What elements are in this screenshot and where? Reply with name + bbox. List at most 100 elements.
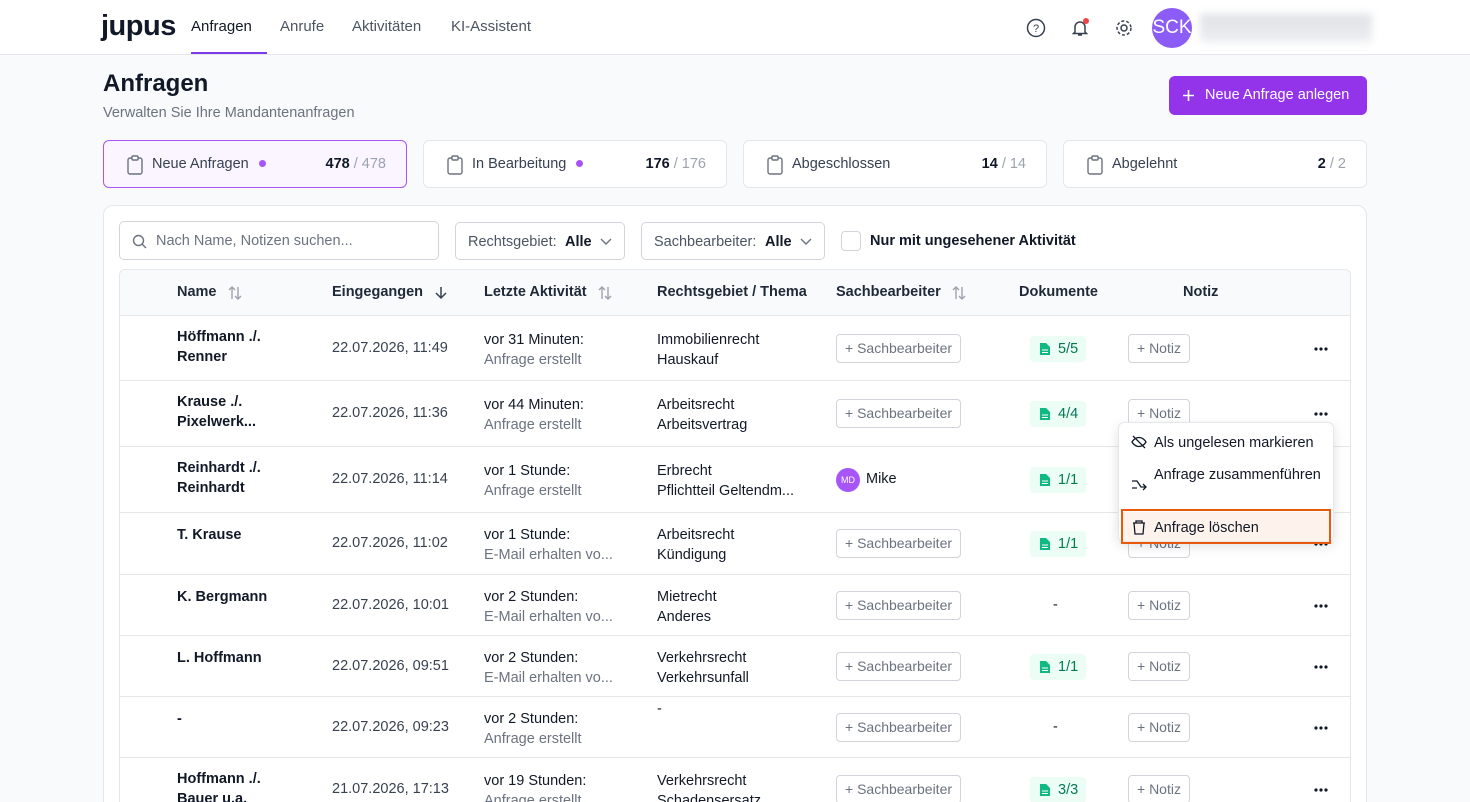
clipboard-icon	[767, 155, 783, 175]
assignee-button[interactable]: + Sachbearbeiter	[836, 651, 962, 681]
column-header[interactable]: Letzte Aktivität	[484, 284, 587, 300]
table-row[interactable]: L. Hoffmann 22.07.2026, 09:51 vor 2 Stunde…	[120, 636, 1350, 697]
documents-badge[interactable]: 5/5	[1030, 335, 1087, 362]
more-icon	[1314, 412, 1328, 416]
total: / 478	[353, 156, 386, 172]
total: / 2	[1329, 156, 1346, 172]
table-row[interactable]: - 22.07.2026, 09:23 vor 2 Stunden: Anfrage …	[120, 697, 1350, 758]
tab-dot	[576, 160, 584, 167]
table-row[interactable]: K. Bergmann 22.07.2026, 10:01 vor 2 Stunde…	[120, 575, 1350, 636]
documents-badge[interactable]: 3/3	[1030, 777, 1087, 802]
total: / 14	[1001, 156, 1026, 172]
checkbox[interactable]	[841, 231, 861, 251]
table-header	[120, 270, 1350, 316]
avatar[interactable]: SCK	[1152, 8, 1192, 48]
received: 22.07.2026, 10:01	[332, 596, 449, 613]
assignee[interactable]: Mike	[866, 471, 897, 487]
nav-link[interactable]: Anrufe	[280, 18, 325, 35]
filter-value: Alle	[765, 234, 792, 250]
column-header[interactable]: Name	[177, 284, 217, 300]
topic: Pflichtteil Geltendm...	[657, 483, 794, 499]
filter-dropdown[interactable]: Sachbearbeiter: Alle	[641, 222, 825, 260]
document-icon	[1040, 408, 1050, 420]
menu-item-highlight	[1123, 512, 1329, 541]
documents-badge[interactable]: 1/1	[1030, 467, 1087, 493]
nav-link[interactable]: KI-Assistent	[451, 18, 532, 35]
assignee-button[interactable]: + Sachbearbeiter	[836, 775, 962, 802]
tab-label: Abgeschlossen	[792, 156, 891, 172]
topic: Kündigung	[657, 547, 727, 563]
documents-badge[interactable]: 1/1	[1030, 531, 1087, 557]
filter-value: Alle	[565, 234, 592, 250]
new-request-button[interactable]: Neue Anfrage anlegen	[1169, 76, 1367, 115]
nav-link[interactable]: Aktivitäten	[352, 18, 422, 35]
table-row[interactable]: Hoffmann ./. Bauer u.a. 21.07.2026, 17:13…	[120, 758, 1350, 802]
received: 21.07.2026, 17:13	[332, 781, 449, 797]
note-button[interactable]: + Notiz	[1128, 651, 1190, 681]
name: Hoffmann ./. Bauer u.a.	[177, 771, 261, 802]
total: / 176	[673, 156, 706, 172]
column-header: Notiz	[1183, 284, 1219, 300]
assignee-button[interactable]: + Sachbearbeiter	[836, 590, 962, 620]
activity: Anfrage erstellt	[484, 793, 582, 802]
activity-time: vor 1 Stunde:	[484, 527, 571, 543]
documents: -	[1053, 718, 1058, 735]
menu-item[interactable]: Als ungelesen markieren	[1154, 435, 1314, 451]
activity: Anfrage erstellt	[484, 483, 582, 499]
sort-icon	[952, 286, 966, 300]
status-tab[interactable]: Abgelehnt 2/ 2	[1063, 140, 1367, 188]
area: Mietrecht	[657, 588, 717, 605]
note-button[interactable]: + Notiz	[1128, 775, 1190, 802]
user-name-blurred	[1200, 14, 1372, 42]
note-button[interactable]: + Notiz	[1128, 590, 1190, 620]
activity: E-Mail erhalten vo...	[484, 608, 613, 625]
assignee-button[interactable]: + Sachbearbeiter	[836, 529, 962, 558]
tab-count: 478/ 478	[326, 156, 386, 172]
nav-link[interactable]: Anfragen	[191, 18, 252, 35]
more-icon	[1314, 788, 1328, 792]
more-icon	[1314, 664, 1328, 669]
assignee-button[interactable]: + Sachbearbeiter	[836, 712, 962, 742]
activity-time: vor 2 Stunden:	[484, 649, 579, 666]
received: 22.07.2026, 09:51	[332, 657, 449, 674]
documents: -	[1053, 596, 1058, 613]
more-icon	[1314, 346, 1328, 351]
tab-count: 176/ 176	[646, 156, 706, 172]
filter-dropdown[interactable]: Rechtsgebiet: Alle	[455, 222, 625, 260]
status-tab[interactable]: Neue Anfragen 478/ 478	[103, 140, 407, 188]
context-menu: Als ungelesen markieren Anfrage zusammenf…	[1118, 422, 1334, 542]
menu-icon	[1131, 435, 1147, 449]
button-label: Neue Anfrage anlegen	[1205, 87, 1350, 103]
page-title: Anfragen	[103, 70, 209, 97]
column-header[interactable]: Sachbearbeiter	[836, 284, 941, 300]
assignee-button[interactable]: + Sachbearbeiter	[836, 399, 962, 428]
document-icon	[1040, 538, 1050, 550]
status-tab[interactable]: Abgeschlossen 14/ 14	[743, 140, 1047, 188]
column-header: Dokumente	[1019, 284, 1098, 300]
plus-icon	[1183, 90, 1194, 101]
note-button[interactable]: + Notiz	[1128, 712, 1190, 742]
received: 22.07.2026, 09:23	[332, 718, 449, 735]
area: Erbrecht	[657, 463, 712, 479]
count: 176	[645, 156, 670, 172]
more-icon	[1314, 725, 1328, 730]
activity-time: vor 2 Stunden:	[484, 588, 579, 605]
logo[interactable]: jupus	[101, 10, 176, 42]
column-header[interactable]: Eingegangen	[332, 284, 424, 300]
menu-icon	[1132, 480, 1147, 491]
note-button[interactable]: + Notiz	[1128, 333, 1190, 363]
menu-item[interactable]: Anfrage löschen	[1154, 520, 1259, 536]
document-icon	[1040, 784, 1050, 796]
table-row[interactable]: Höffmann ./. Renner 22.07.2026, 11:49 vor …	[120, 316, 1350, 381]
sort-icon	[435, 287, 447, 300]
assignee-button[interactable]: + Sachbearbeiter	[836, 333, 962, 363]
status-tab[interactable]: In Bearbeitung 176/ 176	[423, 140, 727, 188]
menu-item[interactable]: Anfrage zusammenführen	[1154, 467, 1321, 483]
document-icon	[1040, 660, 1050, 673]
documents-badge[interactable]: 4/4	[1030, 401, 1087, 427]
search-input[interactable]: Nach Name, Notizen suchen...	[119, 221, 439, 260]
documents-badge[interactable]: 1/1	[1030, 653, 1087, 680]
table-row[interactable]: Krause ./. Pixelwerk... 22.07.2026, 11:36…	[120, 381, 1350, 447]
area: Arbeitsrecht	[657, 527, 735, 543]
tab-count: 2/ 2	[1318, 156, 1346, 172]
